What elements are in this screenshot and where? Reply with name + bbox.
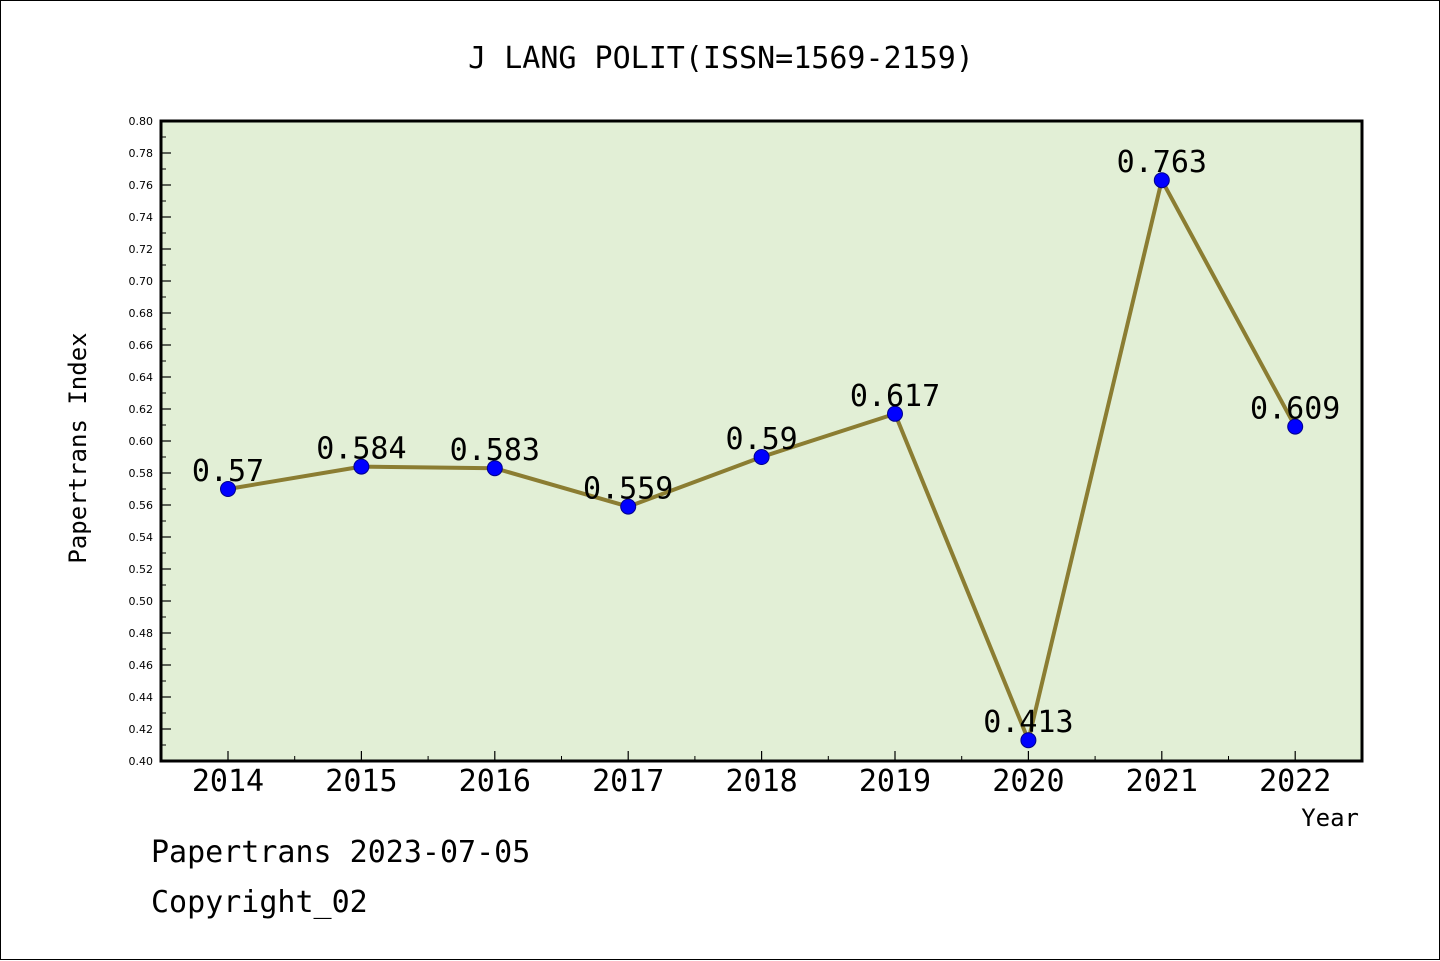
footer-copyright-text: Copyright_02 <box>151 885 368 920</box>
y-tick-label: 0.40 <box>129 755 154 768</box>
data-value-label: 0.617 <box>850 379 940 414</box>
footer-date-text: Papertrans 2023-07-05 <box>151 835 531 870</box>
data-point-marker <box>1287 418 1304 435</box>
x-tick-label: 2021 <box>1126 764 1198 799</box>
y-tick-label: 0.48 <box>129 627 154 640</box>
y-tick-label: 0.54 <box>129 531 154 544</box>
x-tick-label: 2022 <box>1259 764 1331 799</box>
x-tick-label: 2020 <box>992 764 1064 799</box>
data-value-label: 0.609 <box>1250 392 1340 427</box>
x-tick-label: 2016 <box>459 764 531 799</box>
y-tick-label: 0.44 <box>129 691 154 704</box>
y-tick-label: 0.76 <box>129 179 154 192</box>
y-tick-label: 0.42 <box>129 723 154 736</box>
data-value-label: 0.413 <box>983 705 1073 740</box>
x-axis-title: Year <box>1301 804 1359 832</box>
chart-title: J LANG POLIT(ISSN=1569-2159) <box>468 41 974 76</box>
data-point-marker <box>887 405 903 422</box>
y-tick-label: 0.68 <box>129 307 154 320</box>
y-tick-label: 0.58 <box>129 467 154 480</box>
data-point-marker <box>753 449 770 465</box>
y-tick-label: 0.60 <box>129 435 154 448</box>
y-tick-label: 0.72 <box>129 243 154 256</box>
data-point-marker <box>353 458 370 475</box>
data-point-marker <box>620 498 637 515</box>
y-tick-label: 0.62 <box>129 403 154 416</box>
data-point-marker <box>1153 172 1170 189</box>
x-axis: 2014 2015 2016 2017 2018 2019 2020 2021 2022 <box>160 751 1363 799</box>
y-axis-title: Papertrans Index <box>64 332 92 563</box>
data-value-label: 0.57 <box>192 454 264 489</box>
x-tick-label: 2017 <box>592 764 664 799</box>
series-line-group <box>220 172 1304 749</box>
data-point-marker <box>220 481 236 497</box>
data-value-label: 0.763 <box>1117 145 1207 180</box>
data-point-marker <box>486 460 503 477</box>
y-tick-label: 0.74 <box>129 211 154 224</box>
y-tick-label: 0.78 <box>129 147 154 160</box>
data-value-label: 0.584 <box>316 432 406 467</box>
data-value-label: 0.559 <box>583 472 673 507</box>
x-tick-label: 2014 <box>192 764 264 799</box>
data-point-marker <box>1020 732 1037 749</box>
y-tick-label: 0.56 <box>129 499 154 512</box>
y-tick-label: 0.52 <box>129 563 154 576</box>
data-label-group: 0.57 0.584 0.583 0.559 0.59 0.617 0.413 0.763 0.… <box>192 145 1340 740</box>
plot-area <box>159 119 1364 763</box>
x-tick-label: 2019 <box>859 764 931 799</box>
y-tick-label: 0.66 <box>129 339 154 352</box>
data-value-label: 0.59 <box>725 422 797 457</box>
y-tick-label: 0.80 <box>129 115 154 128</box>
y-tick-label: 0.46 <box>129 659 154 672</box>
y-tick-label: 0.64 <box>129 371 154 384</box>
y-tick-label: 0.70 <box>129 275 154 288</box>
x-tick-label: 2018 <box>725 764 797 799</box>
data-value-label: 0.583 <box>450 433 540 468</box>
x-tick-label: 2015 <box>325 764 397 799</box>
y-axis: 0.40 0.42 0.44 0.46 0.48 0.50 0.52 0.54 0.56 0.58… <box>129 115 171 768</box>
y-tick-label: 0.50 <box>129 595 154 608</box>
